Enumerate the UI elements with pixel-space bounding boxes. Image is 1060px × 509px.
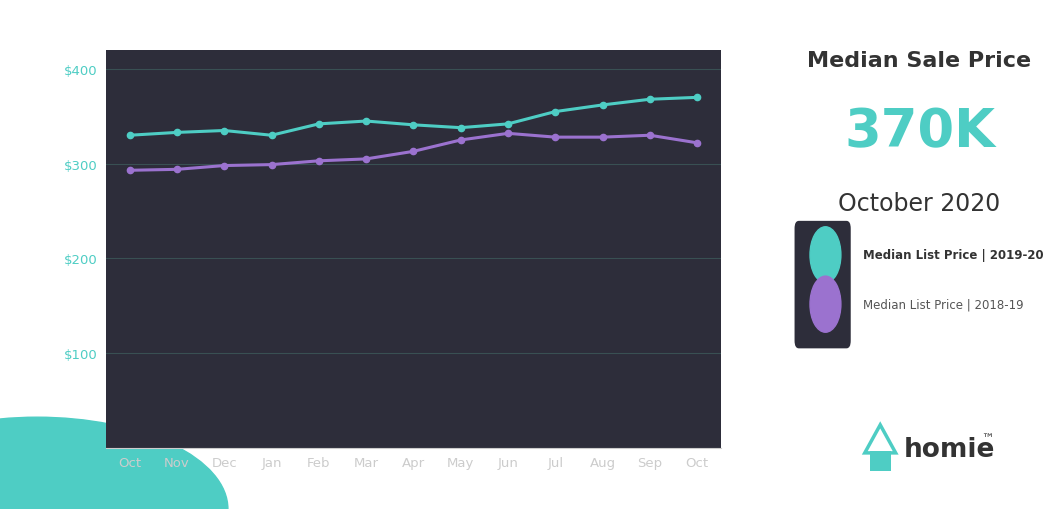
- Circle shape: [0, 417, 228, 509]
- Bar: [869, 451, 890, 471]
- Circle shape: [810, 276, 841, 332]
- Text: 322K: 322K: [728, 136, 767, 151]
- Text: Median Sale Price: Median Sale Price: [808, 51, 1031, 71]
- Text: Median List Price | 2019-20: Median List Price | 2019-20: [863, 249, 1044, 262]
- Text: ™: ™: [982, 432, 994, 445]
- FancyBboxPatch shape: [795, 221, 851, 349]
- Text: homie: homie: [904, 436, 995, 462]
- Text: Median List Price | 2018-19: Median List Price | 2018-19: [863, 298, 1024, 311]
- Text: October 2020: October 2020: [838, 191, 1001, 216]
- Circle shape: [810, 228, 841, 284]
- Text: 370K: 370K: [728, 91, 767, 105]
- Text: 370K: 370K: [844, 106, 995, 158]
